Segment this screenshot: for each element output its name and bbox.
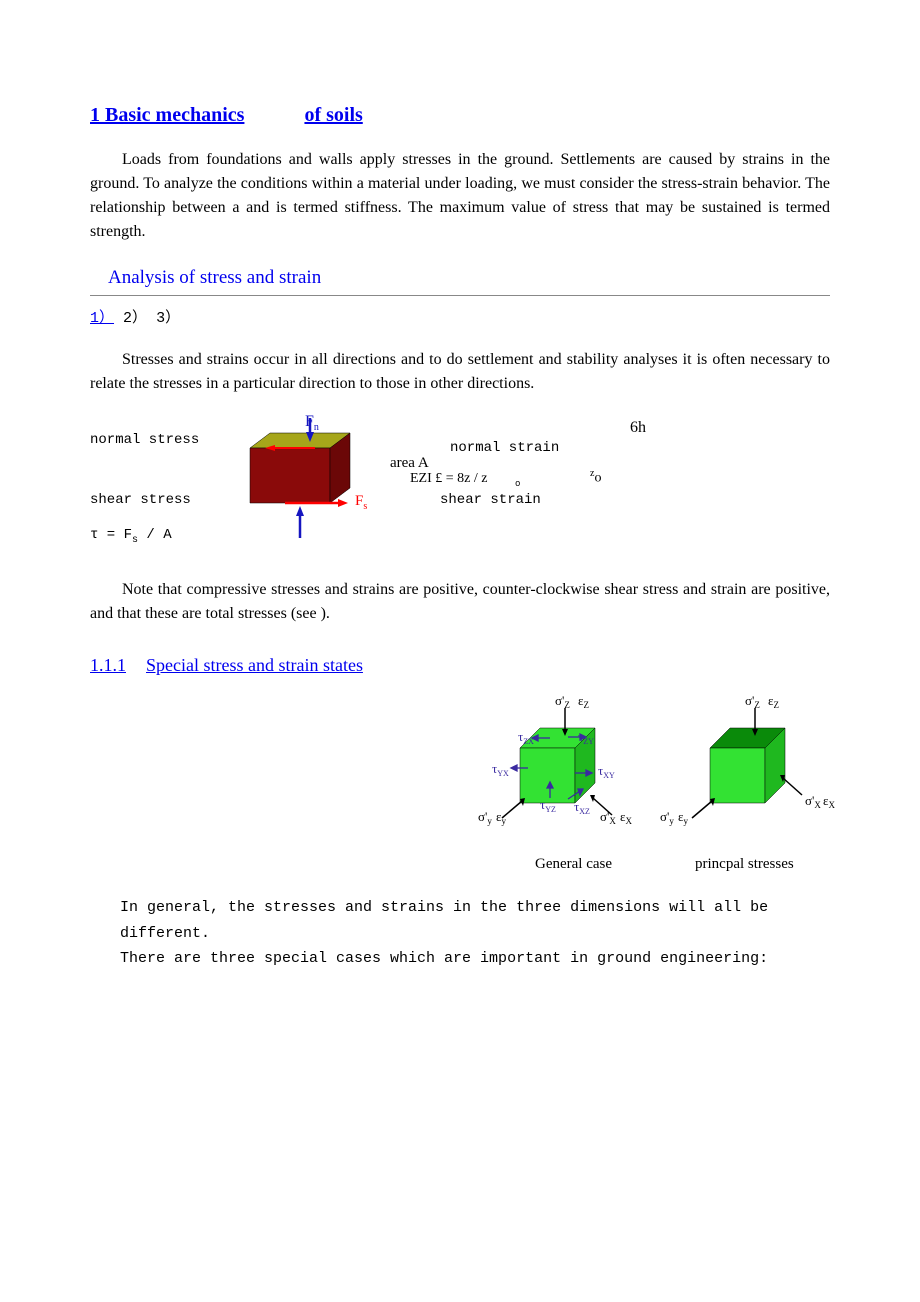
svg-text:σ'Z: σ'Z bbox=[555, 693, 570, 710]
label-zo-o: o bbox=[594, 471, 601, 486]
label-normal-stress: normal stress bbox=[90, 430, 199, 451]
label-shear-strain: shear strain bbox=[440, 490, 541, 511]
svg-text:τYX: τYX bbox=[492, 761, 509, 778]
stress-states-figure: σ'Z εZ τZX τZY τYX τXY τYZ τXZ σ'y εy σ'… bbox=[460, 693, 830, 873]
svg-text:εX: εX bbox=[620, 809, 632, 826]
ref-1[interactable]: 1） bbox=[90, 310, 114, 327]
eq-tau: τ = Fs / A bbox=[90, 525, 172, 548]
cube-diagram bbox=[220, 418, 380, 548]
svg-text:σ'y: σ'y bbox=[478, 809, 492, 826]
stress-cubes-svg: σ'Z εZ τZX τZY τYX τXY τYZ τXZ σ'y εy σ'… bbox=[460, 693, 840, 848]
caption-general: General case bbox=[535, 853, 612, 876]
svg-text:τZX: τZX bbox=[518, 729, 534, 746]
ref-3: 3） bbox=[156, 310, 180, 327]
intro-paragraph: Loads from foundations and walls apply s… bbox=[90, 148, 830, 244]
svg-text:τXY: τXY bbox=[598, 763, 615, 780]
page-title: 1 Basic mechanics of soils bbox=[90, 100, 830, 130]
title-link-1[interactable]: 1 Basic mechanics bbox=[90, 104, 244, 126]
subsection-number[interactable]: 1.1.1 bbox=[90, 655, 126, 675]
svg-text:εy: εy bbox=[678, 809, 688, 826]
para-1: Stresses and strains occur in all direct… bbox=[90, 348, 830, 396]
title-link-2[interactable]: of soils bbox=[304, 104, 362, 126]
label-6h: 6h bbox=[630, 416, 646, 440]
stress-strain-figure: normal stress shear stress τ = Fs / A Fn… bbox=[90, 410, 830, 570]
caption-principal: princpal stresses bbox=[695, 853, 794, 876]
label-ezi: EZI £ = 8z / z bbox=[410, 468, 487, 489]
svg-text:σ'X: σ'X bbox=[600, 809, 616, 826]
eq-tau-rhs: / A bbox=[138, 527, 172, 543]
svg-text:εZ: εZ bbox=[768, 693, 779, 710]
label-shear-stress: shear stress bbox=[90, 490, 191, 511]
svg-text:εy: εy bbox=[496, 809, 506, 826]
mono-line-1: In general, the stresses and strains in … bbox=[120, 895, 830, 946]
svg-text:εZ: εZ bbox=[578, 693, 589, 710]
svg-text:σ'Z: σ'Z bbox=[745, 693, 760, 710]
label-fs-sub: s bbox=[363, 501, 367, 512]
label-normal-strain: normal strain bbox=[450, 438, 559, 459]
svg-text:εX: εX bbox=[823, 793, 835, 810]
mono-line-2: There are three special cases which are … bbox=[120, 946, 830, 972]
subsection-heading: 1.1.1 Special stress and strain states bbox=[90, 652, 830, 679]
note-paragraph: Note that compressive stresses and strai… bbox=[90, 578, 830, 626]
section-heading: Analysis of stress and strain bbox=[90, 264, 830, 296]
svg-text:σ'X: σ'X bbox=[805, 793, 821, 810]
eq-tau-lhs: τ = F bbox=[90, 527, 132, 543]
ref-list: 1） 2） 3） bbox=[90, 308, 830, 331]
label-fs: Fs bbox=[355, 490, 367, 514]
section-heading-text: Analysis of stress and strain bbox=[108, 267, 321, 288]
svg-text:τXZ: τXZ bbox=[574, 799, 590, 816]
label-zo: zo bbox=[590, 466, 601, 489]
svg-text:σ'y: σ'y bbox=[660, 809, 674, 826]
ref-2: 2） bbox=[123, 310, 147, 327]
mono-paragraph: In general, the stresses and strains in … bbox=[120, 895, 830, 972]
subsection-title[interactable]: Special stress and strain states bbox=[146, 655, 363, 675]
